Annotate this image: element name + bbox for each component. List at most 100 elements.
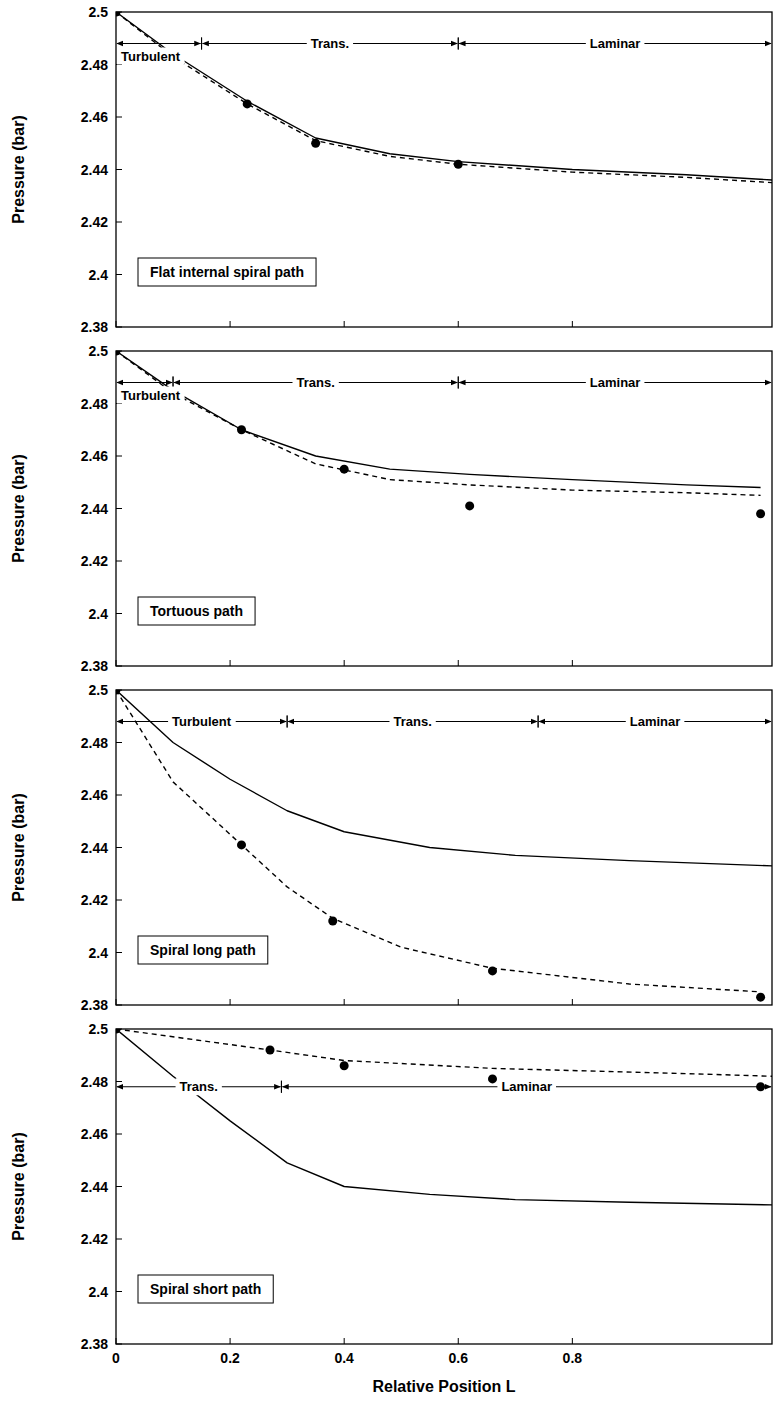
y-tick-label: 2.5	[89, 682, 109, 698]
regime-boundary	[201, 38, 202, 50]
regime-boundary	[281, 1081, 282, 1093]
x-tick	[116, 999, 117, 1005]
y-tick-label: 2.48	[81, 1074, 108, 1090]
y-tick-label: 2.38	[81, 658, 108, 674]
measured-point	[756, 993, 765, 1002]
y-tick	[116, 222, 122, 223]
regime-label-bg	[307, 35, 353, 52]
y-tick	[116, 327, 122, 328]
x-tick	[572, 660, 573, 666]
x-tick	[572, 321, 573, 327]
x-tick	[116, 1338, 117, 1344]
y-tick	[116, 456, 122, 457]
regime-boundary	[287, 716, 288, 728]
y-tick-label: 2.44	[81, 162, 108, 178]
regime-boundary	[287, 716, 288, 728]
x-tick	[572, 999, 573, 1005]
panel: 2.382.42.422.442.462.482.5Pressure (bar)…	[10, 682, 772, 1013]
solid-line	[116, 1029, 772, 1205]
data-area	[116, 690, 772, 1002]
y-tick	[116, 613, 122, 614]
regimes: Trans. Laminar	[117, 1078, 771, 1095]
y-tick	[116, 169, 122, 170]
dashed-line	[116, 690, 761, 992]
y-tick-label: 2.38	[81, 1336, 108, 1352]
y-tick	[116, 117, 122, 118]
measured-point	[488, 966, 497, 975]
panel: 2.382.42.422.442.462.482.5Pressure (bar)…	[10, 4, 772, 335]
y-tick-label: 2.46	[81, 787, 108, 803]
dashed-line	[116, 1029, 772, 1076]
y-tick-label: 2.46	[81, 1126, 108, 1142]
x-tick	[344, 1338, 345, 1344]
x-tick	[458, 1338, 459, 1344]
measured-point	[756, 509, 765, 518]
y-tick	[116, 1344, 122, 1345]
y-tick-label: 2.48	[81, 396, 108, 412]
y-tick-label: 2.44	[81, 1179, 108, 1195]
y-tick	[116, 666, 122, 667]
x-tick	[116, 321, 117, 327]
panel-title: Flat internal spiral path	[150, 264, 304, 280]
y-tick	[116, 795, 122, 796]
panel-title-frame	[138, 597, 255, 625]
x-tick	[116, 660, 117, 666]
regime-label: Trans.	[180, 1079, 218, 1094]
regime-label-bg	[117, 387, 185, 404]
x-tick	[344, 321, 345, 327]
regime-boundary	[458, 377, 459, 389]
y-tick	[116, 742, 122, 743]
y-tick-label: 2.4	[89, 945, 109, 961]
y-tick-label: 2.46	[81, 448, 108, 464]
y-tick-label: 2.46	[81, 109, 108, 125]
panel-title: Tortuous path	[150, 603, 243, 619]
regime-label: Laminar	[590, 375, 641, 390]
measured-point	[328, 917, 337, 926]
panel-title-frame	[138, 258, 316, 286]
measured-point	[340, 465, 349, 474]
regime-label: Laminar	[630, 714, 681, 729]
regime-arrow	[117, 43, 201, 44]
y-tick-label: 2.4	[89, 606, 109, 622]
x-tick	[230, 1338, 231, 1344]
regime-label: Trans.	[311, 36, 349, 51]
regime-label: Turbulent	[121, 388, 181, 403]
measured-point	[116, 690, 121, 695]
y-tick	[116, 1186, 122, 1187]
regime-boundary	[201, 38, 202, 50]
y-tick-label: 2.48	[81, 735, 108, 751]
measured-point	[488, 1074, 497, 1083]
panel-title-frame	[138, 1275, 273, 1303]
y-axis-title: Pressure (bar)	[10, 115, 27, 224]
y-tick	[116, 274, 122, 275]
data-area	[116, 1029, 772, 1205]
figure: 2.38 2.4 2.42 2.44 2.46 2.48 2.5 Pressure (bar)…	[0, 0, 782, 1417]
x-tick	[572, 1338, 573, 1344]
regimes: TurbulentTrans.Laminar	[117, 374, 771, 404]
regime-boundary	[458, 38, 459, 50]
y-axis-title: Pressure (bar)	[10, 454, 27, 563]
measured-point	[340, 1061, 349, 1070]
measured-point	[116, 1029, 121, 1034]
y-tick-label: 2.5	[89, 4, 109, 20]
panel-title-frame	[138, 936, 268, 964]
regime-label: Laminar	[501, 1079, 552, 1094]
regime-label-bg	[626, 713, 685, 730]
regime-arrow	[117, 382, 172, 383]
regime-boundary	[281, 1081, 282, 1093]
y-tick-label: 2.5	[89, 1021, 109, 1037]
y-tick-label: 2.38	[81, 319, 108, 335]
panel-title-box: Flat internal spiral path	[138, 258, 316, 286]
measured-point	[243, 99, 252, 108]
y-tick	[116, 561, 122, 562]
y-tick-label: 2.42	[81, 553, 108, 569]
regime-label: Laminar	[590, 36, 641, 51]
y-tick-label: 2.4	[89, 1284, 109, 1300]
y-tick	[116, 1239, 122, 1240]
dashed-line	[116, 351, 761, 495]
solid-line	[116, 690, 772, 866]
x-tick-label: 0.6	[449, 1350, 469, 1366]
y-tick-label: 2.42	[81, 1231, 108, 1247]
x-axis-title: Relative Position L	[372, 1378, 515, 1395]
x-tick	[344, 999, 345, 1005]
